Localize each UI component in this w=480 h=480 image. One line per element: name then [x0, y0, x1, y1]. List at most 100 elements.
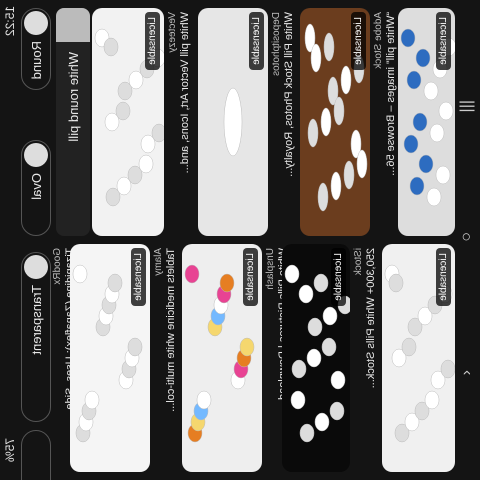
pill: [306, 348, 322, 368]
pill: [103, 37, 119, 57]
nav-recent[interactable]: |||: [458, 100, 475, 113]
result-image[interactable]: Licensable: [70, 244, 150, 472]
pill: [406, 70, 422, 90]
pill: [72, 264, 88, 284]
pill: [127, 337, 143, 357]
result-source: GoodRx: [52, 248, 63, 285]
result-source: Depositphotos: [271, 12, 282, 76]
result-title[interactable]: Tablets medicine white multi-col...: [165, 248, 177, 412]
image-art: [72, 264, 143, 443]
result-image[interactable]: Licensable: [282, 244, 350, 472]
license-badge: Licensable: [331, 248, 346, 306]
result-title[interactable]: White pill Vector Art, Icons, and...: [179, 12, 191, 174]
license-badge: Licensable: [436, 248, 451, 306]
filter-chip[interactable]: Round: [21, 8, 51, 90]
pill: [84, 390, 100, 410]
chip-thumb: [24, 11, 48, 35]
pill: [105, 187, 121, 207]
pill: [330, 171, 342, 201]
pill: [127, 165, 143, 185]
pill: [284, 264, 300, 284]
pill: [400, 28, 416, 48]
pill: [291, 359, 307, 379]
filter-chip[interactable]: Transparent: [21, 252, 51, 422]
pill: [423, 81, 439, 101]
pill: [417, 306, 433, 326]
result-image[interactable]: Licensable: [92, 8, 164, 236]
pill: [330, 370, 346, 390]
battery: 75%: [3, 438, 17, 463]
license-badge: Licensable: [243, 248, 258, 306]
license-badge: Licensable: [249, 12, 264, 70]
pill: [350, 129, 362, 159]
result-source: Vecteezy: [167, 12, 178, 53]
image-art: [223, 87, 243, 157]
pill: [115, 101, 131, 121]
image-art: [304, 23, 368, 212]
pill: [307, 317, 323, 337]
license-badge: Licensable: [131, 248, 146, 306]
pill: [196, 390, 212, 410]
pill: [435, 165, 451, 185]
result-image[interactable]: Licensable: [198, 8, 268, 236]
pill: [403, 134, 419, 154]
pill: [412, 112, 428, 132]
pill: [298, 284, 314, 304]
pill: [117, 81, 133, 101]
license-badge: Licensable: [436, 12, 451, 70]
result-source: iStock: [353, 248, 364, 276]
pill: [414, 401, 430, 421]
pill: [290, 390, 306, 410]
pill: [440, 359, 455, 379]
result-image[interactable]: Licensable: [182, 244, 262, 472]
image-art: [384, 264, 455, 443]
result-title[interactable]: 250,300+ White Pills Stock...: [365, 248, 377, 389]
result-source: Adobe Stock: [373, 12, 384, 69]
nav-home[interactable]: ○: [458, 232, 475, 242]
suggestion[interactable]: White round pill: [56, 8, 90, 236]
image-art: [184, 264, 255, 443]
pill: [184, 264, 200, 284]
pill: [310, 43, 322, 73]
license-badge: Licensable: [351, 12, 366, 70]
pill: [340, 65, 352, 95]
filter-chip[interactable]: Oval: [21, 140, 51, 236]
pill: [407, 317, 423, 337]
pill: [322, 306, 338, 326]
result-image[interactable]: Licensable: [398, 8, 455, 236]
pill: [307, 118, 319, 148]
pill: [140, 134, 156, 154]
pill: [430, 370, 446, 390]
pill: [401, 337, 417, 357]
result-image[interactable]: Licensable: [382, 244, 455, 472]
pill: [107, 273, 123, 293]
pill: [404, 412, 420, 432]
result-title[interactable]: White Pill Stock Photos, Royalty...: [283, 12, 295, 177]
chip-label: Round: [28, 41, 44, 80]
pill: [329, 401, 345, 421]
result-title[interactable]: “White pill” images – Browse 56...: [385, 12, 397, 176]
pill: [388, 273, 404, 293]
result-source: Alamy: [153, 248, 164, 276]
pill: [391, 348, 407, 368]
pill: [394, 423, 410, 443]
pill: [239, 337, 255, 357]
pill: [317, 182, 329, 212]
filter-chip[interactable]: [21, 430, 51, 480]
pill: [356, 149, 368, 179]
pill: [299, 423, 315, 443]
result-image[interactable]: Licensable: [300, 8, 370, 236]
pill: [429, 123, 445, 143]
pill: [424, 390, 440, 410]
clock: 15:22: [3, 6, 17, 37]
chip-thumb: [24, 143, 48, 167]
pill: [116, 176, 132, 196]
pill: [128, 70, 144, 90]
pill: [138, 154, 154, 174]
nav-back[interactable]: ‹: [458, 370, 475, 376]
pill: [304, 23, 316, 53]
pill: [323, 32, 335, 62]
pill: [418, 154, 434, 174]
pill: [343, 160, 355, 190]
suggestion-text: White round pill: [65, 52, 81, 142]
